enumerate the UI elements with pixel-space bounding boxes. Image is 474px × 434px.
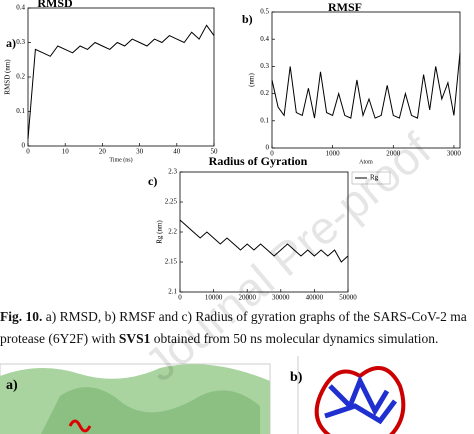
x-tick-label: 10000 <box>205 294 223 300</box>
y-tick-label: 0.4 <box>260 35 269 43</box>
caption-bold: SVS1 <box>118 331 151 346</box>
y-tick-label: 0 <box>22 142 26 150</box>
x-tick-label: 30 <box>136 148 144 156</box>
panel-label: b) <box>290 370 303 385</box>
x-tick-label: 2000 <box>386 150 401 158</box>
panel-label: c) <box>148 174 157 188</box>
figure-label: Fig. 10. <box>0 309 43 324</box>
y-tick-label: 0.2 <box>16 73 25 81</box>
y-tick-label: 2.25 <box>165 198 178 206</box>
legend-label: Rg <box>370 174 379 182</box>
y-tick-label: 0 <box>266 144 270 152</box>
x-tick-label: 40 <box>173 148 181 156</box>
y-tick-label: 2.2 <box>168 228 177 236</box>
cartoon-red <box>314 366 406 434</box>
plot-frame <box>27 7 215 147</box>
data-line <box>179 219 349 263</box>
y-tick-label: 2.15 <box>165 258 178 266</box>
plot-frame <box>179 171 349 293</box>
ligand <box>68 419 92 433</box>
x-tick-label: 3000 <box>447 150 462 158</box>
x-tick-label: 40000 <box>306 294 324 300</box>
caption-text: protease (6Y2F) with <box>0 331 119 346</box>
cartoon-blue <box>324 374 397 425</box>
surface-shade <box>41 387 260 434</box>
plot-frame <box>271 11 461 149</box>
x-tick-label: 0 <box>178 294 182 300</box>
x-tick-label: 20000 <box>238 294 256 300</box>
y-axis-label: (nm) <box>248 73 256 87</box>
x-tick-label: 50 <box>211 148 219 156</box>
bottom-figures: a) b) <box>0 356 406 434</box>
panel-label: a) <box>6 36 16 50</box>
chart-title: RMSF <box>328 0 362 14</box>
x-tick-label: 50000 <box>339 294 357 300</box>
y-tick-label: 2.1 <box>168 288 177 296</box>
y-tick-label: 0.3 <box>260 62 269 70</box>
x-tick-label: 30000 <box>272 294 290 300</box>
y-tick-label: 0.1 <box>16 107 25 115</box>
x-tick-label: 20 <box>99 148 107 156</box>
x-tick-label: 1000 <box>326 150 341 158</box>
caption-text: obtained from 50 ns molecular dynamics s… <box>150 331 439 346</box>
x-axis-label: Time (ns) <box>109 156 132 163</box>
legend-box <box>351 171 391 185</box>
caption-line-2: protease (6Y2F) with SVS1 obtained from … <box>0 331 438 347</box>
charts: RMSD a) 0 10 20 30 40 50 0 0.1 0.2 0.3 0.4 Time (ns) R… <box>4 0 462 300</box>
chart-title: Radius of Gyration <box>209 154 308 168</box>
x-axis-label: Atom <box>359 159 373 165</box>
y-tick-label: 0.3 <box>16 38 25 46</box>
x-tick-label: 0 <box>270 150 274 158</box>
x-tick-label: 0 <box>26 148 30 156</box>
y-tick-label: 2.3 <box>168 168 177 176</box>
chart-title: RMSD <box>37 0 73 10</box>
caption-line-1: Fig. 10. a) RMSD, b) RMSF and c) Radius … <box>0 309 467 325</box>
x-tick-label: 10 <box>62 148 70 156</box>
y-axis-label: Rg (nm) <box>156 220 164 244</box>
y-axis-label: RMSD (nm) <box>4 59 12 95</box>
data-line <box>271 52 461 119</box>
panel-label: b) <box>242 12 253 26</box>
y-tick-label: 0.4 <box>16 4 25 12</box>
caption-text: a) RMSD, b) RMSF and c) Radius of gyrati… <box>42 309 467 324</box>
panel-label: a) <box>6 378 18 393</box>
data-line <box>27 24 215 140</box>
y-tick-label: 0.5 <box>260 8 269 16</box>
y-tick-label: 0.1 <box>260 116 269 124</box>
y-tick-label: 0.2 <box>260 89 269 97</box>
